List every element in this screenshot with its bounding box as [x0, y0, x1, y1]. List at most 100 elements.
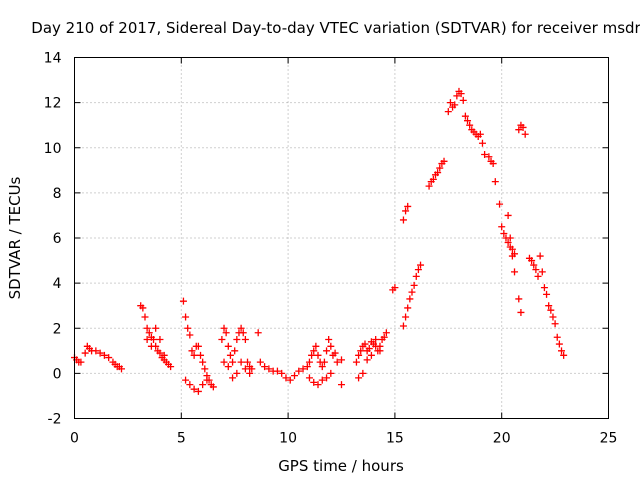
data-point: [549, 313, 557, 321]
data-point: [331, 349, 339, 357]
data-point: [286, 376, 294, 384]
data-point: [517, 308, 525, 316]
y-tick-label: 0: [53, 366, 62, 382]
data-point: [218, 336, 226, 344]
data-point: [229, 358, 237, 366]
x-tick-label: 25: [600, 431, 618, 447]
data-point: [156, 349, 164, 357]
data-point: [145, 329, 153, 337]
data-point: [547, 306, 555, 314]
x-tick-label: 20: [493, 431, 511, 447]
data-point: [209, 383, 217, 391]
y-tick-label: 2: [53, 321, 62, 337]
data-point: [434, 169, 442, 177]
data-point: [515, 295, 523, 303]
data-point: [231, 347, 239, 355]
data-point: [408, 288, 416, 296]
data-point: [310, 347, 318, 355]
data-point: [305, 358, 313, 366]
data-point: [367, 351, 375, 359]
data-point: [152, 324, 160, 332]
data-point: [299, 365, 307, 373]
data-point: [498, 223, 506, 231]
data-point: [355, 351, 363, 359]
data-point: [291, 372, 299, 380]
data-point: [233, 369, 241, 377]
data-point: [224, 363, 232, 371]
data-point: [402, 207, 410, 215]
data-point: [504, 239, 512, 247]
data-point: [453, 92, 461, 100]
data-point: [333, 358, 341, 366]
data-point: [536, 252, 544, 260]
data-point: [363, 356, 371, 364]
y-tick-label: -2: [48, 412, 62, 428]
data-point: [558, 347, 566, 355]
data-point: [194, 387, 202, 395]
data-point: [81, 349, 89, 357]
data-point: [446, 99, 454, 107]
x-tick-label: 0: [70, 431, 79, 447]
tick-labels: 0 5 10 15 20 25 -2 0 2 4 6 8 10 12 14: [44, 51, 618, 447]
data-point: [530, 261, 538, 269]
data-point: [382, 329, 390, 337]
data-point: [327, 342, 335, 350]
data-point: [338, 356, 345, 364]
data-point: [508, 245, 516, 253]
data-point: [560, 351, 568, 359]
data-point: [380, 333, 388, 341]
data-point: [481, 151, 489, 159]
data-point: [246, 369, 254, 377]
data-point: [451, 101, 459, 109]
data-point: [117, 365, 125, 373]
data-point: [224, 342, 232, 350]
data-point: [220, 324, 228, 332]
data-point: [143, 336, 151, 344]
data-point: [150, 336, 158, 344]
data-point: [412, 272, 420, 280]
data-point: [233, 336, 241, 344]
data-point: [222, 329, 230, 337]
grid-lines: [74, 57, 609, 419]
data-point: [197, 351, 205, 359]
chart-title: Day 210 of 2017, Sidereal Day-to-day VTE…: [31, 19, 640, 37]
data-point: [519, 123, 527, 131]
y-axis-title: SDTVAR / TECUs: [6, 176, 24, 299]
data-point: [308, 351, 316, 359]
data-point: [325, 336, 333, 344]
data-point: [182, 376, 190, 384]
data-point: [265, 365, 273, 373]
data-point: [425, 182, 433, 190]
data-point: [352, 358, 360, 366]
data-point: [543, 290, 551, 298]
x-tick-label: 15: [386, 431, 404, 447]
data-point: [323, 347, 331, 355]
y-tick-label: 10: [44, 141, 62, 157]
data-point: [357, 347, 365, 355]
data-point: [511, 250, 519, 258]
data-point: [201, 365, 209, 373]
data-point: [303, 363, 311, 371]
data-point: [143, 324, 151, 332]
data-point: [359, 369, 367, 377]
data-point: [92, 347, 100, 355]
data-point: [457, 90, 465, 98]
data-point: [399, 216, 407, 224]
data-point: [478, 139, 486, 147]
data-point: [261, 363, 269, 371]
data-point: [310, 378, 318, 386]
data-point: [220, 358, 228, 366]
data-point: [551, 320, 559, 328]
data-point: [314, 351, 322, 359]
data-point: [429, 175, 437, 183]
data-point: [282, 374, 290, 382]
data-point: [365, 345, 373, 353]
data-point: [511, 268, 519, 276]
y-tick-label: 14: [44, 51, 62, 67]
data-point: [194, 342, 202, 350]
data-point: [244, 358, 252, 366]
y-tick-label: 12: [44, 96, 62, 112]
data-point: [237, 324, 245, 332]
data-point: [241, 365, 249, 373]
